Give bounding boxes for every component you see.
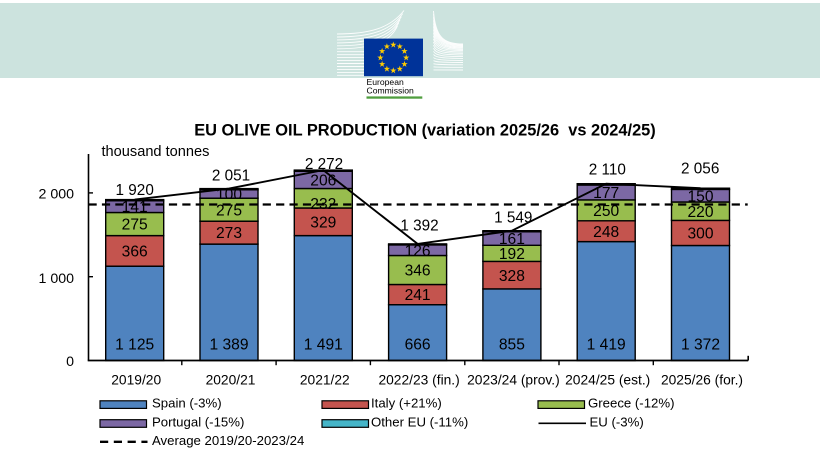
svg-text:1 000: 1 000 bbox=[38, 271, 74, 287]
svg-text:1 125: 1 125 bbox=[115, 336, 154, 353]
svg-text:150: 150 bbox=[687, 188, 713, 205]
svg-text:366: 366 bbox=[122, 244, 148, 261]
svg-text:232: 232 bbox=[310, 196, 336, 213]
svg-text:275: 275 bbox=[122, 217, 148, 234]
svg-text:0: 0 bbox=[66, 354, 74, 370]
svg-text:300: 300 bbox=[687, 226, 713, 243]
svg-text:161: 161 bbox=[499, 231, 525, 248]
svg-text:2 051: 2 051 bbox=[212, 167, 250, 184]
svg-text:192: 192 bbox=[499, 246, 525, 263]
svg-text:2020/21: 2020/21 bbox=[206, 373, 256, 388]
svg-text:1 920: 1 920 bbox=[116, 182, 154, 199]
svg-text:EU OLIVE OIL PRODUCTION (varia: EU OLIVE OIL PRODUCTION (variation 2025/… bbox=[194, 122, 656, 140]
svg-text:thousand tonnes: thousand tonnes bbox=[102, 144, 210, 160]
svg-text:346: 346 bbox=[405, 263, 431, 280]
svg-text:2 056: 2 056 bbox=[681, 160, 719, 177]
svg-text:328: 328 bbox=[499, 268, 525, 285]
svg-text:1 372: 1 372 bbox=[681, 336, 720, 353]
svg-text:206: 206 bbox=[310, 173, 336, 190]
svg-text:2025/26 (for.): 2025/26 (for.) bbox=[661, 373, 743, 388]
svg-text:Other EU (-11%): Other EU (-11%) bbox=[371, 414, 468, 429]
svg-text:329: 329 bbox=[310, 214, 336, 231]
svg-text:100: 100 bbox=[216, 187, 242, 204]
svg-text:275: 275 bbox=[216, 202, 242, 219]
svg-text:141: 141 bbox=[122, 199, 148, 216]
svg-text:220: 220 bbox=[687, 204, 713, 221]
svg-text:1 392: 1 392 bbox=[400, 218, 438, 235]
svg-text:Italy (+21%): Italy (+21%) bbox=[371, 395, 442, 410]
svg-text:Portugal (-15%): Portugal (-15%) bbox=[152, 414, 244, 429]
svg-text:241: 241 bbox=[405, 287, 431, 304]
svg-text:2019/20: 2019/20 bbox=[111, 373, 161, 388]
svg-text:2024/25 (est.): 2024/25 (est.) bbox=[565, 373, 650, 388]
svg-text:Greece (-12%): Greece (-12%) bbox=[588, 395, 674, 410]
svg-text:European: European bbox=[367, 77, 404, 87]
svg-text:248: 248 bbox=[593, 224, 619, 241]
svg-text:2022/23 (fin.): 2022/23 (fin.) bbox=[378, 373, 459, 388]
svg-text:855: 855 bbox=[499, 336, 525, 353]
svg-text:273: 273 bbox=[216, 225, 242, 242]
svg-text:2 272: 2 272 bbox=[305, 156, 343, 173]
svg-text:2 110: 2 110 bbox=[589, 162, 626, 179]
svg-text:2 000: 2 000 bbox=[38, 187, 74, 203]
svg-text:1 389: 1 389 bbox=[209, 336, 248, 353]
svg-text:1 549: 1 549 bbox=[494, 209, 532, 226]
svg-text:Commission: Commission bbox=[367, 86, 414, 96]
svg-text:250: 250 bbox=[593, 203, 619, 220]
svg-text:EU (-3%): EU (-3%) bbox=[590, 414, 644, 429]
svg-text:177: 177 bbox=[593, 185, 619, 202]
svg-text:666: 666 bbox=[405, 336, 431, 353]
svg-text:1 491: 1 491 bbox=[304, 336, 343, 353]
svg-text:2023/24 (prov.): 2023/24 (prov.) bbox=[467, 373, 560, 388]
svg-text:2021/22: 2021/22 bbox=[300, 373, 350, 388]
svg-text:126: 126 bbox=[405, 243, 431, 260]
svg-text:Spain (-3%): Spain (-3%) bbox=[152, 395, 222, 410]
svg-text:1 419: 1 419 bbox=[587, 336, 626, 353]
svg-text:Average 2019/20-2023/24: Average 2019/20-2023/24 bbox=[152, 433, 304, 448]
